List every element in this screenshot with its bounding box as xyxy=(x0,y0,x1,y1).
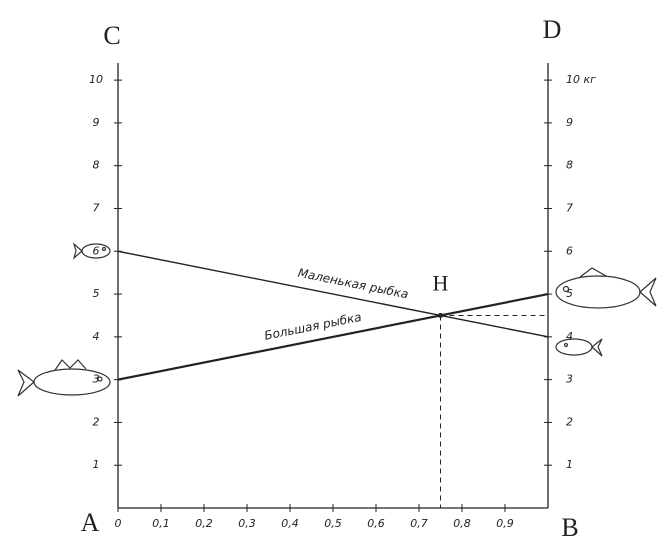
series-label: Маленькая рыбка xyxy=(297,266,410,302)
x-tick-label: 0,5 xyxy=(324,517,342,530)
point-label: Н xyxy=(433,270,449,295)
x-tick-label: 0 xyxy=(115,517,122,530)
y2-tick-label: 8 xyxy=(566,159,573,172)
y2-tick-label: 9 xyxy=(566,116,573,129)
y2-tick-label: 7 xyxy=(566,201,573,214)
y2-tick-label: 4 xyxy=(566,330,573,343)
fish-small-right xyxy=(555,338,603,357)
corner-label: B xyxy=(561,513,578,542)
y-tick-label: 2 xyxy=(93,415,100,428)
y2-tick-label: 10 кг xyxy=(566,73,596,86)
intersection-point xyxy=(438,312,443,318)
corner-label: D xyxy=(543,15,562,44)
x-tick-label: 0,3 xyxy=(238,517,256,530)
x-tick-label: 0,6 xyxy=(367,517,385,530)
y-tick-label: 10 xyxy=(89,73,103,86)
y2-tick-label: 5 xyxy=(566,287,573,300)
x-tick-label: 0,7 xyxy=(410,517,428,530)
fish-big-right xyxy=(555,267,657,309)
y-tick-label: 1 xyxy=(93,458,100,471)
y-tick-label: 6 xyxy=(93,244,100,257)
series-line xyxy=(117,292,549,381)
y2-tick-label: 3 xyxy=(566,373,573,386)
y-tick-label: 8 xyxy=(93,159,100,172)
fish-icons xyxy=(17,242,657,397)
y-tick-label: 7 xyxy=(93,201,100,214)
x-tick-label: 0,9 xyxy=(496,517,514,530)
y2-tick-label: 1 xyxy=(566,458,573,471)
x-tick-label: 0,8 xyxy=(453,517,471,530)
y2-tick-label: 6 xyxy=(566,244,573,257)
y-tick-label: 3 xyxy=(93,373,100,386)
fish-small-left xyxy=(72,242,111,260)
y-tick-label: 9 xyxy=(93,116,100,129)
series-label: Большая рыбка xyxy=(263,310,363,343)
y2-tick-label: 2 xyxy=(566,415,573,428)
x-tick-label: 0,2 xyxy=(195,517,213,530)
corner-label: C xyxy=(103,21,120,50)
series-line xyxy=(117,250,549,338)
y-tick-label: 5 xyxy=(93,287,100,300)
corner-label: A xyxy=(81,508,100,537)
x-tick-label: 0,1 xyxy=(152,517,170,530)
y-tick-label: 4 xyxy=(93,330,100,343)
fish-big-left xyxy=(17,359,111,397)
x-tick-label: 0,4 xyxy=(281,517,299,530)
